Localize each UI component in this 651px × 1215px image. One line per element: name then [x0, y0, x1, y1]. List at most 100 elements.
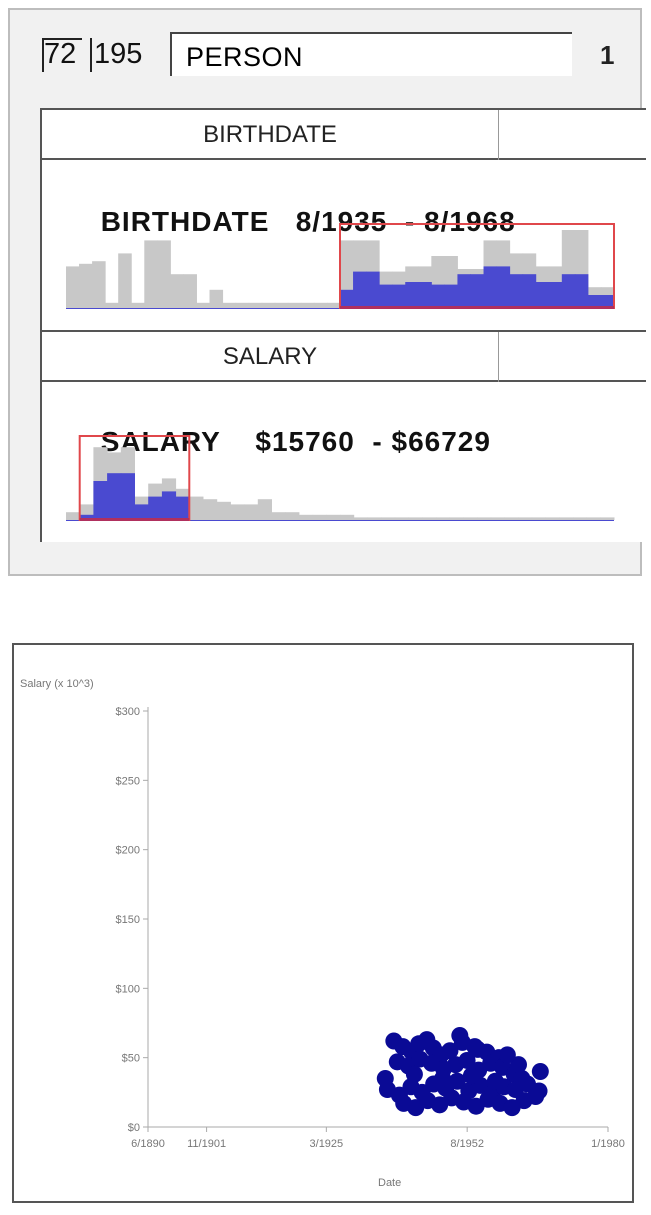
- scatter-point: [448, 1072, 466, 1090]
- histogram-bar-total: [477, 517, 492, 520]
- y-tick-label: $100: [116, 983, 140, 995]
- attribute-header-label: BIRTHDATE: [203, 121, 337, 148]
- histogram-bar-selected: [120, 473, 135, 520]
- scatter-point: [527, 1087, 545, 1105]
- histogram-bar-total: [408, 517, 423, 520]
- scatter-point: [405, 1065, 423, 1083]
- histogram-bar-selected: [483, 266, 498, 308]
- attribute-name: BIRTHDATE: [100, 206, 270, 237]
- histogram-bar-total: [271, 512, 286, 520]
- histogram-bar-total: [490, 517, 505, 520]
- histogram-bar-selected: [496, 266, 511, 308]
- scatter-point: [531, 1063, 549, 1081]
- count-bracket-top: [42, 38, 82, 40]
- filter-panel: 72 195 PERSON 1 BIRTHDATE BIRTHDATE 8/19…: [8, 8, 646, 576]
- histogram-bar-total: [216, 501, 231, 520]
- x-tick-label: 8/1952: [450, 1138, 484, 1150]
- histogram-bar-total: [326, 514, 341, 520]
- y-tick-label: $0: [128, 1122, 140, 1134]
- histogram-bar-selected: [418, 282, 432, 308]
- histogram-bar-total: [559, 517, 574, 520]
- histogram-bar-selected: [444, 284, 458, 308]
- histogram-bar-total: [222, 302, 237, 308]
- range-min: $15760: [255, 426, 355, 457]
- attribute-list: BIRTHDATE BIRTHDATE 8/1935 - 8/1968 SALA…: [40, 108, 646, 542]
- histogram-bar-total: [531, 517, 546, 520]
- histogram-bar-total: [209, 289, 224, 308]
- range-max: $66729: [391, 426, 491, 457]
- histogram-bar-total: [435, 517, 451, 520]
- scatter-point: [509, 1056, 527, 1074]
- histogram-bar-total: [367, 517, 382, 520]
- scatter-points: [376, 1026, 549, 1117]
- histogram-bar-total: [518, 517, 533, 520]
- scatter-point: [441, 1042, 459, 1060]
- histogram-bar-total: [66, 266, 80, 308]
- histogram-bar-total: [504, 517, 519, 520]
- salary-histogram[interactable]: [42, 432, 646, 542]
- histogram-bar-total: [572, 517, 588, 520]
- attribute-header-salary[interactable]: SALARY: [42, 332, 646, 382]
- histogram-bar-total: [394, 517, 409, 520]
- range-max: 8/1968: [424, 206, 516, 237]
- scatter-point: [458, 1051, 476, 1069]
- histogram-bar-total: [118, 253, 132, 308]
- scatter-point: [451, 1026, 469, 1044]
- histogram-bar-total: [274, 302, 289, 308]
- histogram-bar-total: [66, 512, 81, 520]
- header-divider: [498, 332, 499, 382]
- y-tick-label: $250: [116, 775, 140, 787]
- histogram-bar-total: [298, 514, 314, 520]
- histogram-bar-total: [586, 517, 601, 520]
- histogram-bar-selected: [600, 295, 615, 308]
- range-separator: -: [404, 206, 416, 237]
- histogram-bar-total: [257, 499, 272, 520]
- selected-count: 72: [44, 38, 77, 70]
- y-tick-label: $300: [116, 706, 140, 718]
- scatter-point: [486, 1072, 504, 1090]
- attribute-header-birthdate[interactable]: BIRTHDATE: [42, 110, 646, 160]
- histogram-bar-selected: [561, 274, 576, 308]
- histogram-bar-total: [449, 517, 464, 520]
- histogram-bar-total: [326, 302, 341, 308]
- histogram-bar-selected: [148, 496, 163, 520]
- histogram-bar-selected: [574, 274, 589, 308]
- histogram-bar-selected: [366, 271, 380, 308]
- table-name-field[interactable]: PERSON: [170, 32, 572, 76]
- scatter-axes: $0 $50 $100 $150 $200 $250 $300 6/1890 11/1901 3/…: [116, 706, 625, 1150]
- histogram-bar-selected: [340, 289, 354, 308]
- histogram-bar-selected: [392, 284, 406, 308]
- section-divider: [42, 330, 646, 332]
- histogram-bar-total: [244, 504, 259, 520]
- histogram-bar-selected: [587, 295, 602, 308]
- page-number: 1: [600, 40, 615, 70]
- histogram-bar-total: [312, 514, 327, 520]
- histogram-bar-selected: [353, 271, 367, 308]
- x-tick-label: 11/1901: [187, 1138, 226, 1150]
- birthdate-histogram[interactable]: [42, 220, 646, 330]
- salary-range-label: SALARY $15760 - $66729: [48, 394, 491, 490]
- histogram-bar-total: [381, 517, 396, 520]
- histogram-bar-selected: [405, 282, 419, 308]
- histogram-bar-selected: [161, 491, 177, 520]
- histogram-bar-total: [131, 302, 145, 308]
- histogram-bar-total: [144, 240, 158, 308]
- scatter-plot[interactable]: Salary (x 10^3) Date $0 $50 $100 $150 $200 $2…: [14, 645, 632, 1201]
- x-tick-label: 1/1980: [591, 1138, 625, 1150]
- histogram-bar-selected: [457, 274, 471, 308]
- range-separator: -: [372, 426, 383, 457]
- scatter-plot-panel: Salary (x 10^3) Date $0 $50 $100 $150 $200 $2…: [12, 643, 634, 1203]
- total-count: 195: [94, 38, 143, 70]
- histogram-bar-selected: [134, 504, 149, 520]
- y-tick-label: $50: [122, 1053, 140, 1065]
- histogram-bar-selected: [175, 496, 190, 520]
- record-count: 72 195: [40, 32, 148, 76]
- histogram-bar-total: [340, 514, 355, 520]
- histogram-bar-total: [261, 302, 276, 308]
- histogram-bar-total: [196, 302, 211, 308]
- count-bracket-left: [42, 38, 44, 72]
- header-divider: [498, 110, 499, 160]
- scatter-point: [434, 1069, 452, 1087]
- histogram-bar-selected: [93, 481, 108, 520]
- scatter-point: [469, 1040, 487, 1058]
